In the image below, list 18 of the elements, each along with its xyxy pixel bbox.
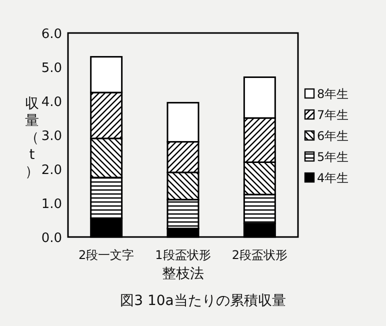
x-tick-label: 2段一文字 — [78, 248, 134, 262]
y-tick-label: 2.0 — [41, 163, 62, 178]
legend-label: 4年生 — [317, 171, 349, 185]
x-axis-title: 整枝法 — [162, 266, 204, 282]
legend-label: 5年生 — [317, 150, 349, 164]
text: 図3 10a当たりの累積収量 — [120, 293, 286, 309]
y-axis-title: 収量（t） — [25, 96, 39, 180]
x-tick-label: 1段盃状形 — [155, 248, 211, 262]
y-tick-label: 4.0 — [41, 95, 62, 110]
y-tick-label: 6.0 — [41, 27, 62, 42]
y-tick-label: 3.0 — [41, 129, 62, 144]
legend-label: 7年生 — [317, 108, 349, 122]
y-tick-label: 0.0 — [41, 231, 62, 246]
y-tick-label: 5.0 — [41, 61, 62, 76]
y-tick-label: 1.0 — [41, 197, 62, 212]
legend-label: 6年生 — [317, 129, 349, 143]
legend-label: 8年生 — [317, 87, 349, 101]
x-tick-label: 2段盃状形 — [232, 248, 288, 262]
